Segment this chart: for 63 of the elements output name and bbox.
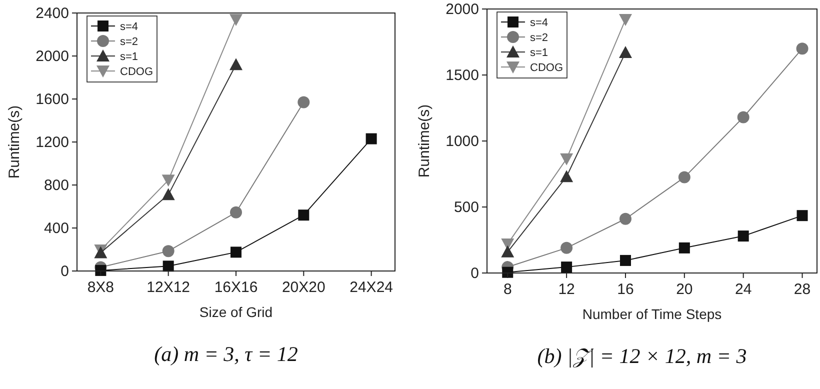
x-tick-label: 8X8 bbox=[87, 279, 114, 296]
y-tick-label: 800 bbox=[44, 177, 69, 194]
legend-label: CDOG bbox=[530, 62, 563, 74]
point bbox=[560, 170, 574, 182]
x-tick-label: 28 bbox=[794, 281, 811, 298]
legend-label: s=2 bbox=[120, 36, 138, 48]
y-tick-label: 1500 bbox=[446, 67, 479, 84]
point bbox=[162, 188, 175, 200]
y-tick-label: 1000 bbox=[446, 133, 479, 150]
legend-label: s=1 bbox=[120, 51, 138, 63]
legend-label: s=2 bbox=[530, 32, 548, 44]
point bbox=[230, 206, 242, 218]
point bbox=[678, 242, 690, 254]
y-axis-title: Runtime(s) bbox=[416, 104, 433, 178]
point bbox=[619, 212, 632, 225]
y-tick-label: 0 bbox=[470, 265, 479, 282]
y-tick-label: 0 bbox=[60, 263, 69, 280]
x-tick-label: 16X16 bbox=[214, 279, 258, 296]
point bbox=[162, 260, 174, 272]
point bbox=[796, 42, 808, 55]
point bbox=[298, 96, 310, 108]
point bbox=[737, 111, 750, 124]
x-axis-title: Number of Time Steps bbox=[582, 306, 722, 322]
point bbox=[230, 246, 242, 258]
point bbox=[738, 230, 749, 242]
y-tick-label: 2000 bbox=[446, 1, 479, 18]
point bbox=[501, 245, 514, 258]
x-axis-title: Size of Grid bbox=[199, 304, 273, 320]
legend-label: s=4 bbox=[120, 21, 138, 33]
point bbox=[560, 242, 573, 254]
text: (a) m = 3, τ = 12 bbox=[154, 342, 298, 366]
x-tick-label: 20 bbox=[676, 281, 693, 298]
y-tick-label: 400 bbox=[44, 220, 69, 237]
point bbox=[678, 171, 690, 184]
point bbox=[298, 210, 310, 221]
point bbox=[620, 254, 631, 266]
x-tick-label: 24 bbox=[734, 281, 752, 298]
point bbox=[230, 14, 242, 26]
x-tick-label: 8 bbox=[503, 281, 512, 298]
point bbox=[162, 245, 174, 258]
point bbox=[366, 133, 377, 144]
point bbox=[618, 46, 632, 58]
point bbox=[230, 58, 242, 70]
y-tick-label: 1600 bbox=[36, 91, 69, 108]
y-axis-title: Runtime(s) bbox=[6, 105, 23, 179]
x-tick-label: 20X20 bbox=[282, 279, 326, 296]
x-tick-label: 12X12 bbox=[146, 279, 190, 296]
y-tick-label: 2000 bbox=[36, 48, 69, 65]
x-tick-label: 24X24 bbox=[350, 279, 394, 296]
y-tick-label: 500 bbox=[454, 199, 479, 216]
y-tick-label: 1200 bbox=[36, 134, 69, 151]
y-tick-label: 2400 bbox=[36, 5, 69, 22]
point bbox=[162, 174, 175, 187]
point bbox=[796, 210, 808, 222]
point bbox=[561, 262, 572, 273]
x-tick-label: 16 bbox=[617, 281, 634, 298]
text: (b) |𝒵| = 12 × 12, m = 3 bbox=[537, 344, 747, 368]
point bbox=[560, 153, 574, 166]
legend-label: CDOG bbox=[120, 66, 153, 78]
point bbox=[618, 14, 632, 26]
x-tick-label: 12 bbox=[558, 281, 575, 298]
legend-label: s=1 bbox=[530, 47, 548, 59]
legend-label: s=4 bbox=[530, 17, 548, 29]
